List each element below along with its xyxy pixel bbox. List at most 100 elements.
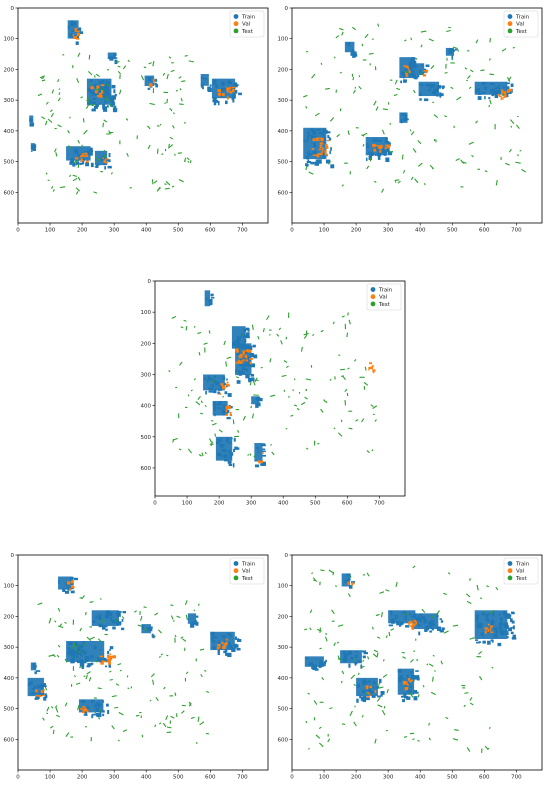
train-mark — [490, 621, 494, 625]
val-mark — [238, 360, 243, 365]
test-mark — [147, 144, 151, 150]
val-mark — [84, 152, 87, 155]
train-mark — [406, 674, 409, 678]
test-mark — [435, 610, 440, 615]
test-mark — [180, 326, 184, 329]
test-mark — [304, 628, 308, 631]
test-mark — [421, 608, 426, 613]
test-mark — [165, 180, 171, 186]
val-mark — [66, 581, 71, 585]
train-mark — [491, 88, 495, 91]
train-mark — [214, 413, 216, 417]
test-mark — [253, 454, 256, 458]
y-tick-label: 500 — [4, 707, 15, 713]
train-mark — [421, 63, 424, 67]
x-tick-label: 400 — [141, 228, 152, 234]
train-mark — [195, 621, 199, 626]
test-mark — [304, 396, 308, 400]
train-mark — [32, 665, 37, 668]
test-mark — [374, 419, 377, 422]
val-mark — [229, 411, 232, 416]
train-mark — [261, 443, 266, 446]
test-mark — [161, 153, 164, 156]
test-mark — [311, 572, 313, 575]
train-mark — [101, 80, 105, 83]
train-mark — [411, 70, 416, 73]
test-mark — [428, 38, 434, 42]
train-mark — [238, 357, 244, 361]
test-mark — [401, 154, 404, 160]
series-train — [29, 20, 242, 170]
val-mark — [90, 86, 94, 90]
train-mark — [407, 689, 412, 694]
test-mark — [39, 75, 46, 79]
train-mark — [227, 81, 232, 85]
train-mark — [106, 612, 109, 618]
train-mark — [511, 637, 516, 640]
legend-label-val: Val — [242, 569, 251, 575]
train-mark — [147, 87, 151, 90]
train-mark — [216, 452, 221, 456]
test-mark — [83, 129, 88, 135]
val-mark — [325, 145, 329, 149]
test-mark — [409, 692, 414, 698]
train-mark — [245, 368, 248, 372]
test-mark — [146, 125, 151, 130]
test-mark — [73, 642, 76, 647]
y-tick-label: 300 — [141, 372, 152, 378]
train-mark — [108, 664, 111, 668]
val-mark — [403, 65, 405, 67]
train-mark — [426, 84, 430, 87]
train-mark — [78, 645, 84, 649]
train-mark — [385, 157, 390, 162]
train-mark — [81, 157, 85, 162]
y-tick-label: 100 — [278, 37, 289, 43]
val-mark — [372, 143, 376, 148]
train-mark — [305, 163, 308, 167]
val-mark — [373, 148, 377, 152]
train-block — [344, 41, 355, 53]
train-mark — [151, 633, 154, 638]
val-mark — [384, 147, 387, 150]
train-mark — [116, 612, 121, 617]
train-mark — [32, 148, 37, 151]
train-mark — [413, 60, 417, 64]
train-mark — [91, 714, 94, 719]
test-mark — [190, 716, 195, 720]
test-mark — [117, 70, 122, 75]
test-mark — [64, 658, 68, 663]
test-mark — [237, 429, 240, 433]
train-mark — [509, 627, 512, 632]
legend-label-test: Test — [515, 576, 528, 582]
val-mark — [224, 643, 228, 646]
train-mark — [97, 614, 102, 619]
val-mark — [405, 65, 408, 69]
test-mark — [367, 656, 370, 660]
test-mark — [466, 747, 471, 752]
train-mark — [307, 159, 310, 163]
train-mark — [212, 380, 217, 384]
train-mark — [241, 333, 246, 338]
train-mark — [95, 702, 99, 706]
train-mark — [390, 611, 393, 616]
test-mark — [376, 697, 381, 702]
legend-label-train: Train — [241, 562, 256, 568]
train-mark — [85, 162, 90, 167]
series-train — [27, 576, 242, 719]
val-mark — [488, 623, 490, 626]
test-mark — [377, 23, 380, 27]
train-mark — [87, 663, 92, 667]
train-mark — [414, 63, 417, 66]
val-mark — [316, 153, 320, 157]
train-mark — [344, 653, 349, 657]
train-mark — [68, 641, 73, 646]
test-mark — [417, 162, 423, 167]
val-mark — [347, 583, 350, 585]
train-mark — [413, 65, 417, 69]
test-mark — [515, 124, 520, 129]
train-mark — [114, 59, 118, 65]
test-mark — [88, 677, 92, 682]
test-mark — [309, 627, 312, 631]
train-mark — [208, 375, 210, 379]
